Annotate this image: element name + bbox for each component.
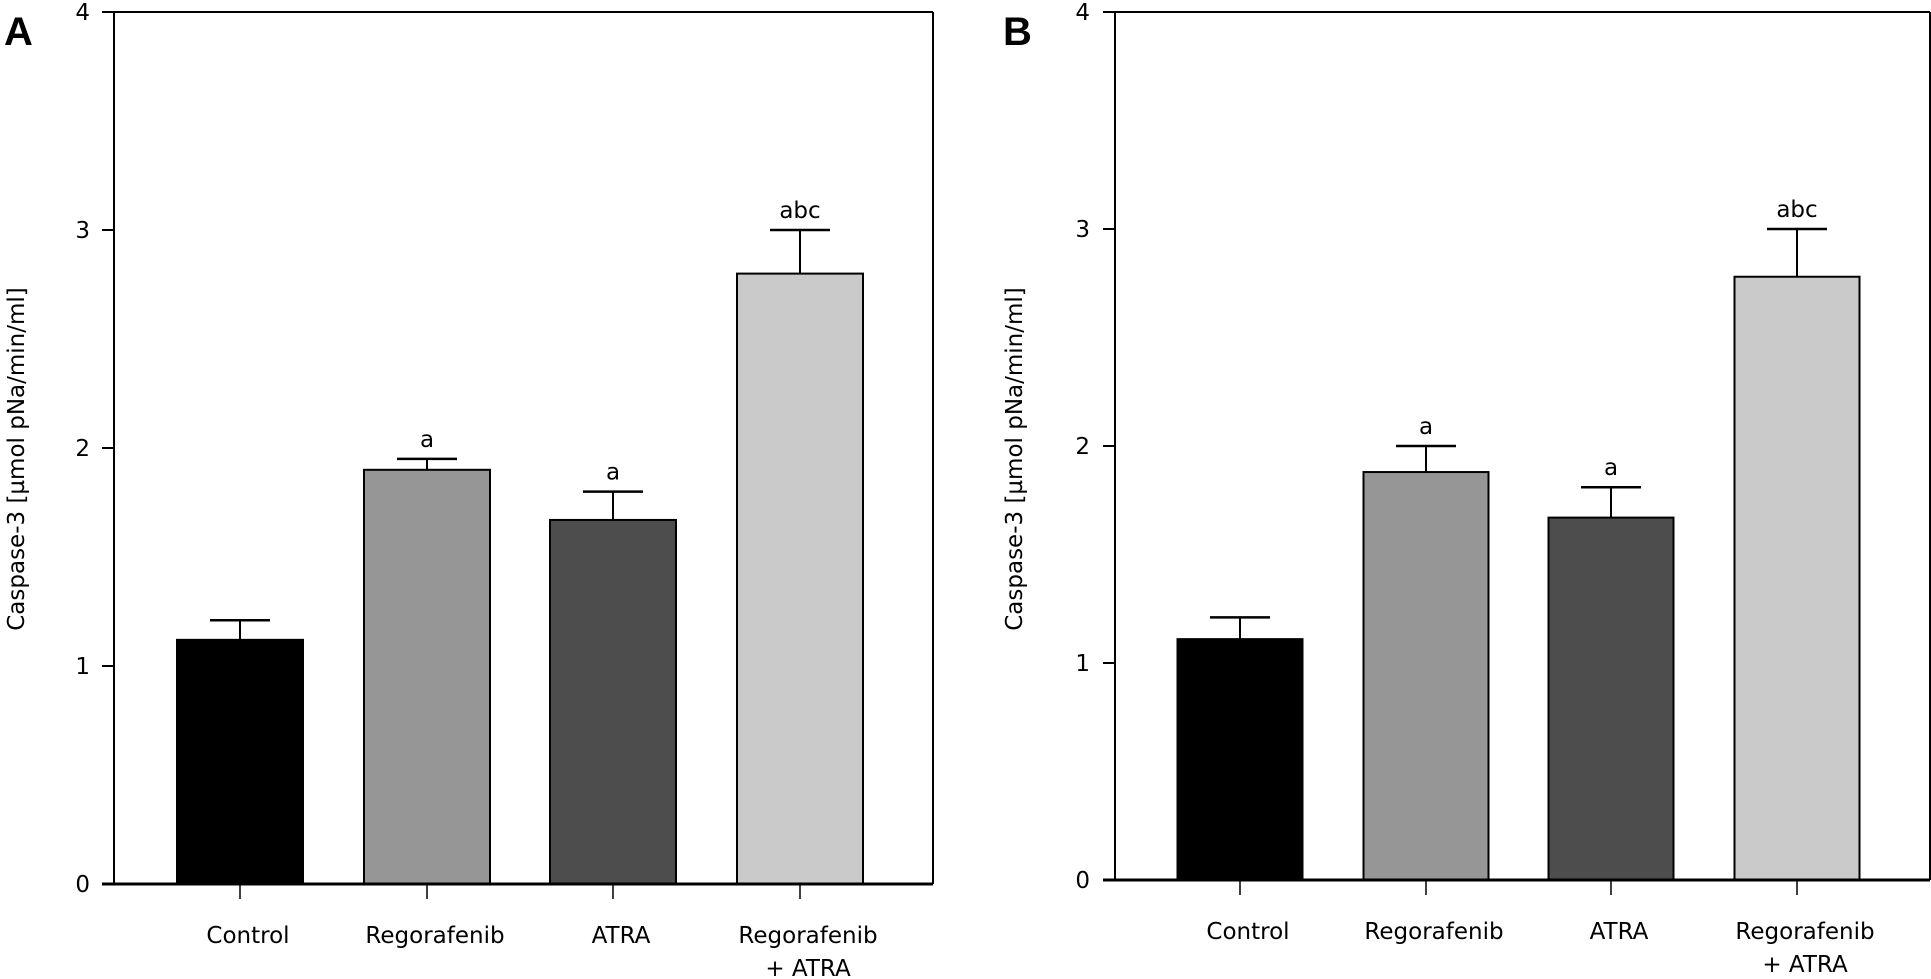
x-tick-label: Control [1206, 919, 1289, 945]
x-tick-label: ATRA [592, 923, 651, 949]
y-tick-label: 0 [1075, 868, 1090, 894]
x-tick-label: + ATRA [765, 956, 851, 979]
y-tick-label: 0 [75, 872, 90, 898]
y-tick-label: 3 [75, 218, 90, 244]
y-tick-label: 2 [75, 436, 90, 462]
bar-regorafenib [363, 468, 491, 885]
y-tick-label: 3 [1075, 217, 1090, 243]
bar-regorafenib-atra [736, 272, 864, 886]
bar-control [176, 638, 304, 886]
y-axis-title: Caspase-3 [µmol pNa/min/ml] [1002, 287, 1028, 631]
bar-regorafenib-atra [1733, 275, 1861, 881]
x-tick-label: + ATRA [1762, 952, 1848, 978]
x-tick-label: Control [206, 923, 289, 949]
y-axis-title: Caspase-3 [µmol pNa/min/ml] [4, 287, 30, 631]
y-tick-label: 1 [1075, 651, 1090, 677]
y-tick-label: 4 [75, 0, 90, 26]
y-tick-label: 2 [1075, 434, 1090, 460]
significance-label: a [606, 460, 620, 486]
significance-label: a [1419, 414, 1433, 440]
x-tick-label: ATRA [1590, 919, 1649, 945]
x-tick-label: Regorafenib [365, 923, 504, 949]
y-tick-label: 4 [1075, 0, 1090, 26]
x-tick-label: Regorafenib [1735, 919, 1874, 945]
bar-atra [549, 518, 677, 885]
significance-label: a [420, 427, 434, 453]
panel-b: B Caspase-3 [µmol pNa/min/ml] Control a Re… [1002, 0, 1931, 978]
significance-label: abc [779, 198, 820, 224]
panel-letter: B [1003, 10, 1032, 54]
bar-regorafenib [1362, 471, 1490, 881]
panel-a: A Caspase-3 [µmol pNa/min/ml] Control a Re… [4, 0, 934, 979]
panel-letter: A [4, 10, 33, 54]
bar-control [1176, 638, 1304, 881]
significance-label: abc [1776, 197, 1817, 223]
x-tick-label: Regorafenib [738, 923, 877, 949]
x-tick-label: Regorafenib [1364, 919, 1503, 945]
bar-atra [1547, 516, 1675, 881]
y-tick-label: 1 [75, 654, 90, 680]
significance-label: a [1604, 455, 1618, 481]
